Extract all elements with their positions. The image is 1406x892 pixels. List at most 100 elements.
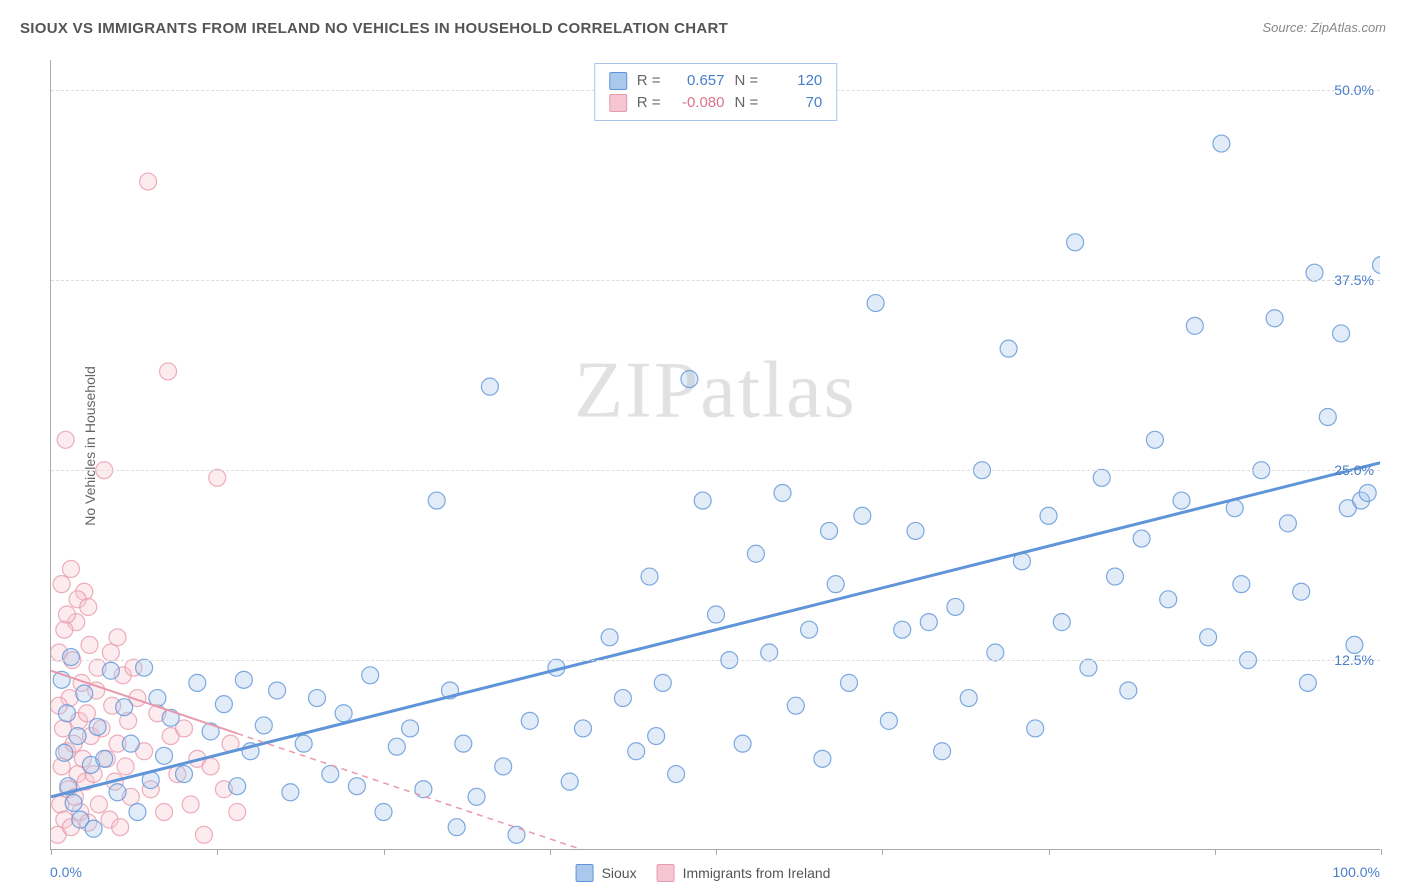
data-point	[708, 606, 725, 623]
data-point	[761, 644, 778, 661]
data-point	[109, 784, 126, 801]
plot-svg	[51, 60, 1380, 849]
data-point	[960, 690, 977, 707]
gridline	[51, 280, 1380, 281]
data-point	[601, 629, 618, 646]
data-point	[561, 773, 578, 790]
data-point	[117, 758, 134, 775]
data-point	[1107, 568, 1124, 585]
data-point	[654, 674, 671, 691]
correlation-row: R =-0.080N =70	[609, 92, 823, 114]
legend-label: Sioux	[602, 865, 637, 881]
r-label: R =	[637, 70, 661, 92]
data-point	[209, 469, 226, 486]
data-point	[987, 644, 1004, 661]
data-point	[195, 826, 212, 843]
data-point	[1133, 530, 1150, 547]
data-point	[202, 758, 219, 775]
data-point	[102, 662, 119, 679]
data-point	[136, 659, 153, 676]
x-tick	[882, 849, 883, 855]
data-point	[614, 690, 631, 707]
data-point	[448, 819, 465, 836]
legend-swatch	[657, 864, 675, 882]
data-point	[375, 804, 392, 821]
data-point	[362, 667, 379, 684]
data-point	[641, 568, 658, 585]
data-point	[295, 735, 312, 752]
data-point	[821, 522, 838, 539]
data-point	[235, 671, 252, 688]
data-point	[521, 712, 538, 729]
x-tick	[716, 849, 717, 855]
x-tick	[384, 849, 385, 855]
n-label: N =	[735, 70, 759, 92]
data-point	[1299, 674, 1316, 691]
data-point	[160, 363, 177, 380]
data-point	[189, 674, 206, 691]
correlation-row: R =0.657N =120	[609, 70, 823, 92]
x-tick	[1215, 849, 1216, 855]
data-point	[1027, 720, 1044, 737]
data-point	[920, 614, 937, 631]
data-point	[65, 794, 82, 811]
data-point	[468, 788, 485, 805]
data-point	[57, 431, 74, 448]
data-point	[53, 576, 70, 593]
data-point	[90, 796, 107, 813]
data-point	[76, 685, 93, 702]
data-point	[388, 738, 405, 755]
chart-container: SIOUX VS IMMIGRANTS FROM IRELAND NO VEHI…	[0, 0, 1406, 892]
legend-label: Immigrants from Ireland	[683, 865, 831, 881]
r-value: 0.657	[671, 70, 725, 92]
y-tick-label: 50.0%	[1334, 82, 1374, 98]
data-point	[854, 507, 871, 524]
x-max-label: 100.0%	[1333, 864, 1380, 880]
data-point	[801, 621, 818, 638]
data-point	[1266, 310, 1283, 327]
chart-title: SIOUX VS IMMIGRANTS FROM IRELAND NO VEHI…	[20, 20, 728, 37]
legend-swatch	[609, 72, 627, 90]
data-point	[827, 576, 844, 593]
x-tick	[217, 849, 218, 855]
n-value: 70	[768, 92, 822, 114]
data-point	[814, 750, 831, 767]
data-point	[481, 378, 498, 395]
data-point	[156, 747, 173, 764]
data-point	[269, 682, 286, 699]
data-point	[282, 784, 299, 801]
data-point	[1346, 636, 1363, 653]
data-point	[182, 796, 199, 813]
data-point	[1373, 257, 1381, 274]
data-point	[1160, 591, 1177, 608]
data-point	[122, 735, 139, 752]
data-point	[1200, 629, 1217, 646]
data-point	[58, 606, 75, 623]
legend-swatch	[609, 94, 627, 112]
data-point	[1053, 614, 1070, 631]
data-point	[867, 295, 884, 312]
data-point	[62, 649, 79, 666]
data-point	[62, 560, 79, 577]
data-point	[215, 696, 232, 713]
data-point	[255, 717, 272, 734]
gridline	[51, 470, 1380, 471]
bottom-legend: Sioux Immigrants from Ireland	[576, 864, 831, 882]
data-point	[907, 522, 924, 539]
data-point	[628, 743, 645, 760]
data-point	[1093, 469, 1110, 486]
data-point	[112, 819, 129, 836]
data-point	[58, 705, 75, 722]
data-point	[947, 598, 964, 615]
data-point	[1120, 682, 1137, 699]
data-point	[1173, 492, 1190, 509]
data-point	[648, 728, 665, 745]
data-point	[1146, 431, 1163, 448]
data-point	[140, 173, 157, 190]
y-tick-label: 12.5%	[1334, 652, 1374, 668]
x-tick	[1381, 849, 1382, 855]
data-point	[102, 644, 119, 661]
legend-item: Immigrants from Ireland	[657, 864, 831, 882]
r-label: R =	[637, 92, 661, 114]
data-point	[309, 690, 326, 707]
